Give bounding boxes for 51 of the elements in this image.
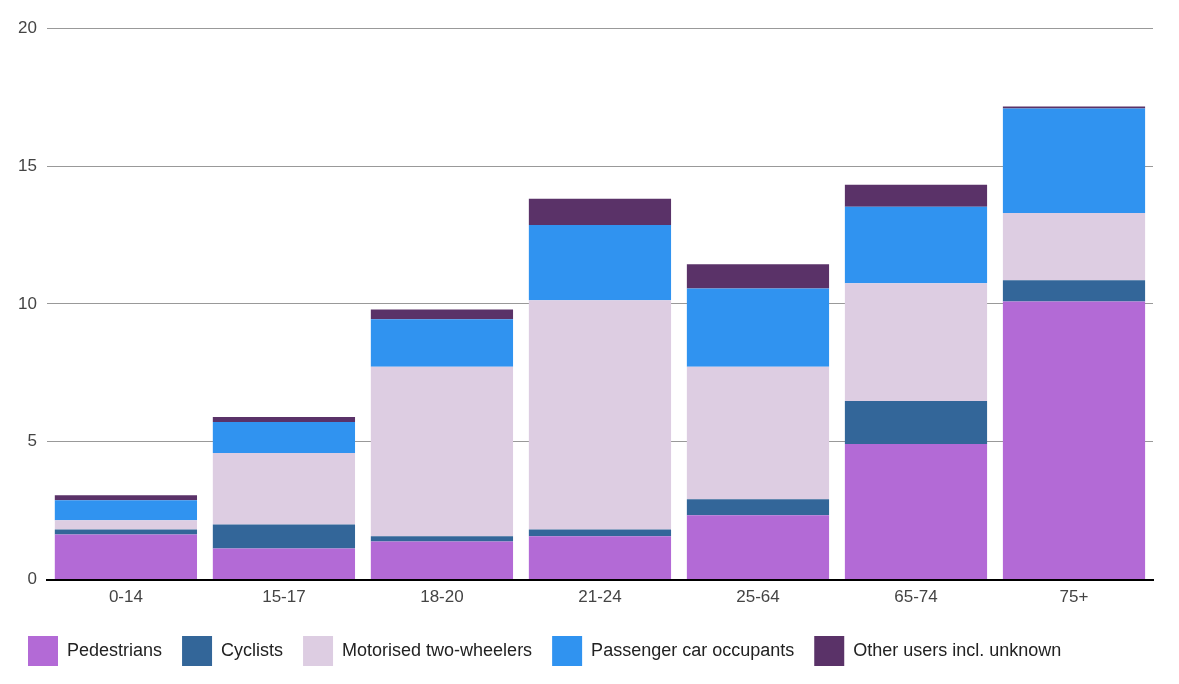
bar	[54, 495, 198, 501]
bar	[844, 283, 988, 401]
x-tick-label: 65-74	[894, 587, 938, 607]
bar	[370, 541, 514, 580]
bar	[686, 288, 830, 367]
legend-label: Motorised two-wheelers	[342, 639, 533, 660]
bar	[54, 529, 198, 535]
bar	[212, 524, 356, 549]
bar	[212, 453, 356, 525]
bar	[1002, 212, 1146, 281]
bar	[844, 206, 988, 284]
bar	[212, 416, 356, 422]
x-tick-label: 0-14	[108, 587, 143, 607]
x-tick-label: 18-20	[420, 587, 464, 607]
x-tick-label: 75+	[1059, 587, 1089, 607]
y-tick-label: 0	[27, 569, 37, 589]
legend-label: Cyclists	[221, 639, 284, 660]
bar	[370, 309, 514, 320]
bar	[528, 198, 672, 226]
y-tick-label: 15	[17, 155, 37, 175]
bar	[686, 366, 830, 500]
bar	[212, 421, 356, 454]
x-tick-label: 21-24	[578, 587, 622, 607]
legend-label: Passenger car occupants	[591, 639, 795, 660]
bar	[370, 536, 514, 542]
bar	[686, 515, 830, 580]
x-tick-label: 25-64	[736, 587, 780, 607]
y-tick-label: 10	[17, 293, 37, 313]
bar	[528, 300, 672, 530]
bar	[686, 499, 830, 516]
bar	[686, 264, 830, 289]
legend-label: Pedestrians	[67, 639, 163, 660]
bar	[370, 319, 514, 367]
y-tick-label: 20	[17, 17, 37, 37]
bar	[1002, 301, 1146, 580]
bar	[54, 534, 198, 580]
bar	[844, 184, 988, 207]
bar	[528, 536, 672, 580]
bar	[54, 520, 198, 530]
bar	[844, 400, 988, 444]
bar	[1002, 280, 1146, 302]
legend-label: Other users incl. unknown	[853, 639, 1062, 660]
bar	[844, 443, 988, 580]
bar	[528, 529, 672, 537]
y-tick-label: 5	[27, 431, 37, 451]
x-tick-label: 15-17	[262, 587, 306, 607]
bar	[1002, 108, 1146, 213]
bar	[370, 366, 514, 537]
bar	[528, 225, 672, 301]
bar	[212, 548, 356, 580]
bar	[54, 500, 198, 521]
